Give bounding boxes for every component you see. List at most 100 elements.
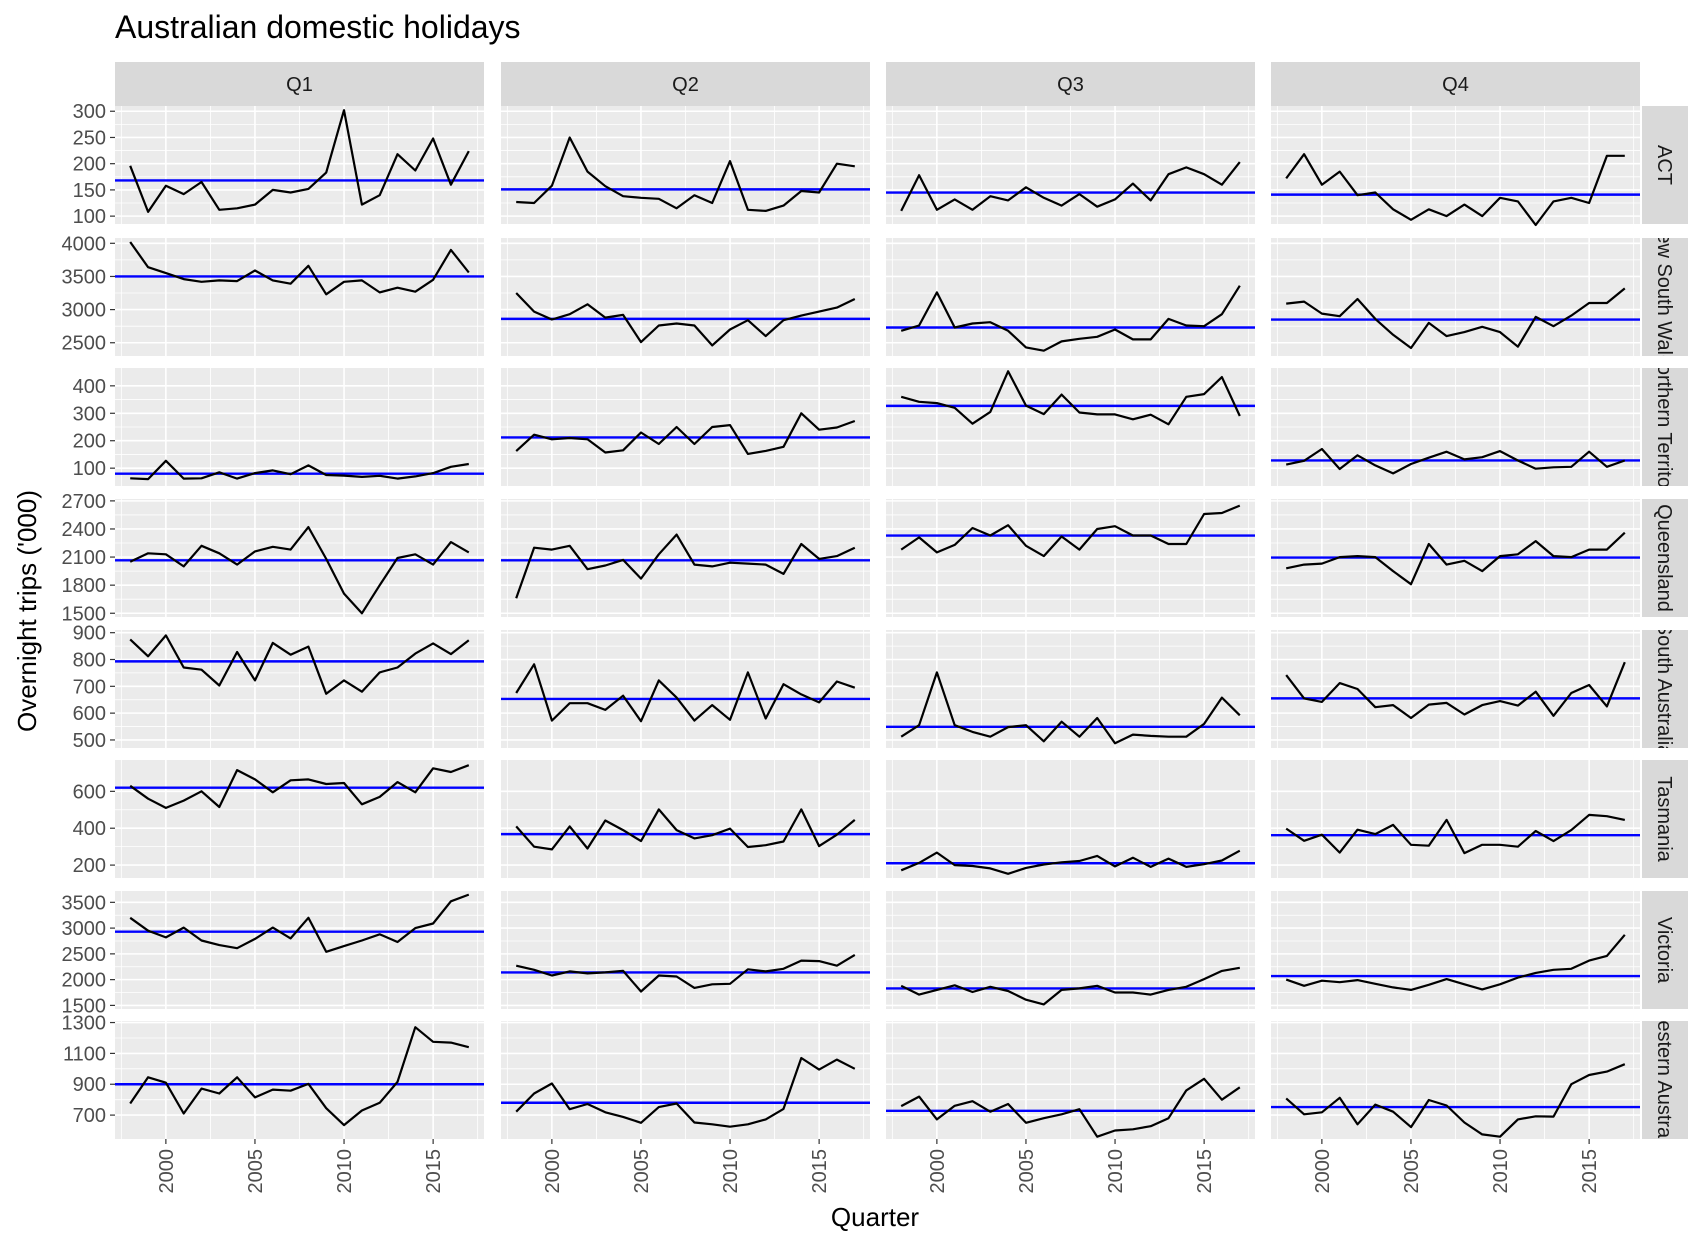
series-line <box>1285 153 1625 227</box>
y-axis-title: Overnight trips ('000) <box>12 490 42 732</box>
series-line <box>129 525 470 615</box>
series-line <box>900 671 1241 745</box>
series-line <box>900 1077 1241 1138</box>
y-tick-label: 200 <box>73 855 106 877</box>
series-line <box>1285 531 1626 586</box>
series-line <box>130 459 469 481</box>
series-line <box>515 1056 856 1128</box>
row-strip-label: Victoria <box>1653 917 1675 984</box>
y-tick-label: 600 <box>73 781 106 803</box>
y-tick-label: 900 <box>73 623 106 645</box>
series-line <box>515 953 856 993</box>
row-strip-label: Queensland <box>1653 504 1675 612</box>
column-strip <box>886 62 1255 106</box>
series-line <box>900 504 1241 558</box>
series-line <box>515 412 856 455</box>
column-strip <box>115 62 484 106</box>
row-strip-label: Tasmania <box>1653 776 1675 862</box>
row-strip <box>1642 238 1688 356</box>
series-line <box>516 136 855 212</box>
y-tick-label: 2400 <box>62 519 107 541</box>
x-tick-label: 2015 <box>809 1149 831 1194</box>
y-tick-label: 2100 <box>62 547 107 569</box>
series-line <box>129 893 470 953</box>
x-tick-label: 2010 <box>720 1149 742 1194</box>
series-line <box>1285 934 1626 992</box>
x-tick-label: 2010 <box>1105 1149 1127 1194</box>
x-tick-label: 2005 <box>1401 1149 1423 1194</box>
y-tick-label: 3000 <box>62 300 107 322</box>
y-tick-label: 3500 <box>62 892 107 914</box>
column-strip-label: Q1 <box>286 74 313 96</box>
series-line <box>515 808 856 851</box>
y-tick-label: 700 <box>73 1105 106 1127</box>
y-tick-label: 400 <box>73 376 106 398</box>
y-tick-label: 900 <box>73 1074 106 1096</box>
series-line <box>1285 813 1626 855</box>
chart-title: Australian domestic holidays <box>115 9 521 45</box>
series-line <box>900 161 1241 212</box>
y-tick-label: 100 <box>73 206 106 228</box>
x-tick-label: 2015 <box>423 1149 445 1194</box>
series-line <box>129 764 470 810</box>
y-tick-label: 1500 <box>62 603 107 625</box>
y-tick-label: 200 <box>73 431 106 453</box>
y-tick-label: 600 <box>73 703 106 725</box>
row-strip-label: ACT <box>1653 145 1675 185</box>
series-line <box>1286 287 1626 350</box>
x-tick-label: 2010 <box>334 1149 356 1194</box>
y-tick-label: 1100 <box>63 1043 106 1065</box>
row-strip-label: South Australia <box>1653 622 1675 757</box>
row-strip <box>1642 760 1688 878</box>
row-strip-label: Western Australia <box>1653 1002 1675 1159</box>
y-tick-label: 200 <box>73 154 106 176</box>
y-tick-label: 1500 <box>62 995 107 1017</box>
series-line <box>129 241 470 296</box>
row-strip-label: New South Wales <box>1653 218 1675 376</box>
y-tick-label: 1800 <box>62 575 107 597</box>
series-line <box>1285 1063 1626 1138</box>
y-tick-label: 500 <box>73 730 106 752</box>
x-tick-label: 2000 <box>1312 1149 1334 1194</box>
row-strip <box>1642 106 1688 224</box>
column-strip <box>1271 62 1640 106</box>
x-tick-label: 2000 <box>156 1149 178 1194</box>
series-line <box>515 292 856 347</box>
x-tick-label: 2000 <box>542 1149 564 1194</box>
y-tick-label: 150 <box>73 180 106 202</box>
y-tick-label: 2000 <box>62 970 107 992</box>
series-line <box>900 370 1241 426</box>
series-line <box>129 1026 470 1127</box>
series-line <box>515 663 856 723</box>
row-strip <box>1642 499 1688 617</box>
panel-grid: Q1 Q2 Q3 Q4 ACT 100 150 200 250 300 New South Wale… <box>62 62 1688 1194</box>
x-tick-label: 2010 <box>1490 1149 1512 1194</box>
x-tick-label: 2015 <box>1579 1149 1601 1194</box>
row-strip <box>1642 1021 1688 1139</box>
y-tick-label: 300 <box>73 101 106 123</box>
column-strip-label: Q2 <box>672 74 699 96</box>
y-tick-label: 2500 <box>62 333 107 355</box>
series-line <box>515 533 856 599</box>
x-tick-label: 2005 <box>245 1149 267 1194</box>
row-strip <box>1642 891 1688 1009</box>
x-tick-label: 2015 <box>1194 1149 1216 1194</box>
y-tick-label: 300 <box>73 403 106 425</box>
column-strip <box>501 62 870 106</box>
x-axis-title: Quarter <box>831 1202 919 1232</box>
y-tick-label: 2700 <box>62 491 107 513</box>
y-tick-label: 700 <box>73 676 106 698</box>
series-line <box>1285 447 1626 475</box>
series-line <box>900 285 1241 352</box>
y-tick-label: 1300 <box>62 1013 107 1035</box>
row-strip <box>1642 368 1688 486</box>
row-strip <box>1642 630 1688 748</box>
series-line <box>1285 661 1626 720</box>
column-strip-label: Q3 <box>1057 74 1084 96</box>
y-tick-label: 800 <box>73 650 106 672</box>
y-tick-label: 3500 <box>62 266 107 288</box>
y-tick-label: 400 <box>73 818 106 840</box>
row-strip-label: Northern Territory <box>1653 349 1675 504</box>
series-line <box>900 966 1240 1006</box>
y-tick-label: 4000 <box>62 233 107 255</box>
